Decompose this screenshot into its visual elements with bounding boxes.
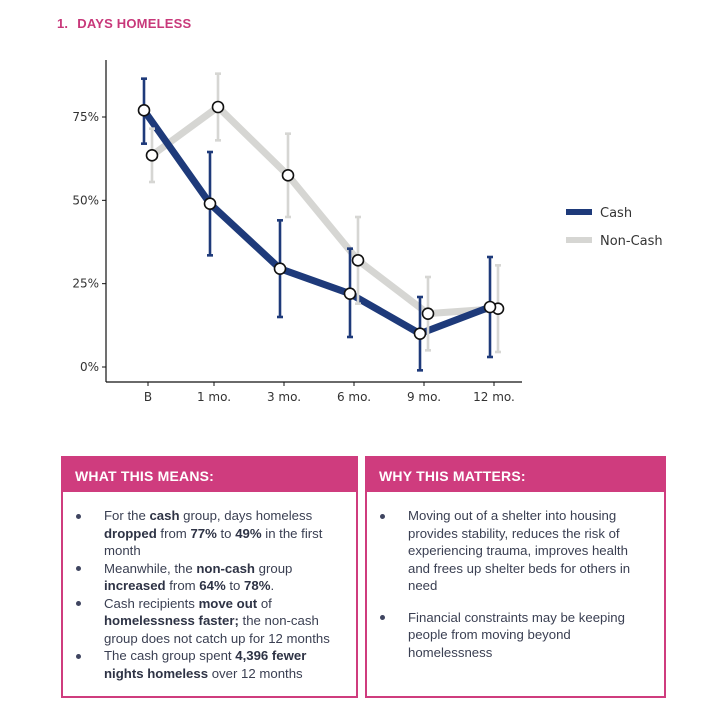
y-tick-label: 25%: [72, 277, 99, 291]
cash-series-line: [140, 106, 494, 338]
what-this-means-item: For the cash group, days homeless droppe…: [63, 507, 344, 560]
cash-point: [343, 287, 357, 300]
what-this-means-box: WHAT THIS MEANS: For the cash group, day…: [61, 456, 358, 698]
non-cash-point: [421, 307, 435, 320]
cash-point: [483, 300, 497, 314]
non-cash-point: [351, 254, 365, 267]
cash-point: [137, 104, 151, 117]
y-tick-label: 0%: [80, 360, 99, 374]
x-tick-label: 6 mo.: [337, 390, 371, 404]
why-this-matters-item: Financial constraints may be keeping peo…: [367, 609, 652, 662]
section-number: 1.: [57, 16, 69, 31]
cash-legend-label: Cash: [600, 206, 632, 221]
section-title: 1. DAYS HOMELESS: [57, 16, 200, 31]
x-tick-label: 9 mo.: [407, 390, 441, 404]
why-this-matters-item: Moving out of a shelter into housing pro…: [367, 507, 652, 595]
x-tick-label: 12 mo.: [473, 390, 515, 404]
why-this-matters-header: WHY THIS MATTERS:: [367, 458, 664, 492]
y-tick-label: 50%: [72, 193, 99, 207]
non-cash-point: [281, 169, 295, 182]
section-heading: DAYS HOMELESS: [77, 16, 192, 31]
non-cash-series-line: [148, 103, 502, 318]
why-this-matters-box: WHY THIS MATTERS: Moving out of a shelte…: [365, 456, 666, 698]
what-this-means-item: Cash recipients move out of homelessness…: [63, 595, 344, 648]
cash-point: [413, 327, 427, 340]
what-this-means-item: Meanwhile, the non-cash group increased …: [63, 560, 344, 595]
what-this-means-item: The cash group spent 4,396 fewer nights …: [63, 647, 344, 682]
why-this-matters-list: Moving out of a shelter into housing pro…: [367, 492, 664, 661]
x-tick-label: B: [144, 390, 152, 404]
non-cash-point: [211, 100, 225, 114]
y-tick-label: 75%: [72, 110, 99, 124]
what-this-means-header: WHAT THIS MEANS:: [63, 458, 356, 492]
cash-point: [273, 262, 287, 275]
non-cash-point: [145, 149, 159, 162]
days-homeless-chart: 0% 25% 50% 75% B 1 mo. 3 mo. 6 mo. 9 mo. 12 mo. Ca…: [72, 60, 663, 404]
x-tick-label: 3 mo.: [267, 390, 301, 404]
cash-point: [203, 197, 217, 210]
non-cash-legend-label: Non-Cash: [600, 234, 663, 249]
what-this-means-list: For the cash group, days homeless droppe…: [63, 492, 356, 682]
x-tick-label: 1 mo.: [197, 390, 231, 404]
